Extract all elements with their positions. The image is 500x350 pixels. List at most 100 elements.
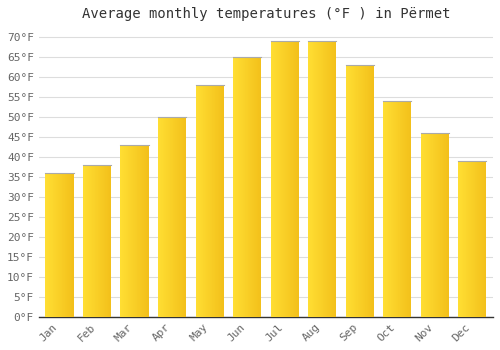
Bar <box>333 41 334 317</box>
Bar <box>235 57 236 317</box>
Bar <box>407 101 408 317</box>
Bar <box>134 145 135 317</box>
Bar <box>122 145 124 317</box>
Bar <box>352 65 353 317</box>
Bar <box>474 161 475 317</box>
Bar <box>430 133 431 317</box>
Bar <box>443 133 444 317</box>
Bar <box>137 145 138 317</box>
Bar <box>246 57 247 317</box>
Bar <box>213 85 214 317</box>
Bar <box>464 161 465 317</box>
Bar <box>89 165 90 317</box>
Bar <box>295 41 296 317</box>
Bar <box>288 41 289 317</box>
Bar <box>384 101 385 317</box>
Bar <box>284 41 286 317</box>
Bar <box>311 41 312 317</box>
Bar <box>252 57 253 317</box>
Bar <box>69 173 70 317</box>
Bar <box>354 65 356 317</box>
Bar <box>241 57 242 317</box>
Bar <box>243 57 244 317</box>
Bar <box>277 41 278 317</box>
Bar <box>250 57 251 317</box>
Bar <box>429 133 430 317</box>
Bar <box>96 165 97 317</box>
Bar <box>437 133 438 317</box>
Bar <box>370 65 371 317</box>
Bar <box>109 165 110 317</box>
Bar <box>234 57 235 317</box>
Bar <box>101 165 102 317</box>
Bar <box>214 85 215 317</box>
Bar <box>431 133 432 317</box>
Bar <box>54 173 55 317</box>
Bar <box>428 133 429 317</box>
Bar <box>132 145 133 317</box>
Bar <box>83 165 84 317</box>
Bar <box>361 65 362 317</box>
Bar <box>467 161 468 317</box>
Bar <box>68 173 69 317</box>
Bar <box>173 117 174 317</box>
Bar <box>108 165 109 317</box>
Bar <box>330 41 332 317</box>
Bar <box>100 165 101 317</box>
Bar <box>274 41 275 317</box>
Bar <box>185 117 186 317</box>
Bar <box>329 41 330 317</box>
Bar <box>127 145 128 317</box>
Bar <box>158 117 159 317</box>
Bar <box>168 117 170 317</box>
Bar <box>389 101 390 317</box>
Bar <box>278 41 279 317</box>
Bar <box>256 57 258 317</box>
Bar <box>328 41 329 317</box>
Bar <box>73 173 74 317</box>
Bar <box>335 41 336 317</box>
Bar <box>397 101 398 317</box>
Bar <box>349 65 350 317</box>
Bar <box>184 117 185 317</box>
Bar <box>357 65 358 317</box>
Bar <box>98 165 99 317</box>
Bar <box>47 173 48 317</box>
Bar <box>212 85 213 317</box>
Bar <box>92 165 93 317</box>
Bar <box>423 133 424 317</box>
Bar <box>351 65 352 317</box>
Bar <box>433 133 434 317</box>
Bar <box>322 41 323 317</box>
Bar <box>171 117 172 317</box>
Bar <box>317 41 318 317</box>
Bar <box>237 57 238 317</box>
Bar <box>159 117 160 317</box>
Bar <box>320 41 321 317</box>
Bar <box>220 85 221 317</box>
Bar <box>138 145 139 317</box>
Bar <box>367 65 368 317</box>
Bar <box>297 41 298 317</box>
Bar <box>46 173 47 317</box>
Bar <box>363 65 364 317</box>
Bar <box>99 165 100 317</box>
Bar <box>146 145 147 317</box>
Bar <box>133 145 134 317</box>
Bar <box>364 65 365 317</box>
Bar <box>50 173 51 317</box>
Bar <box>106 165 107 317</box>
Bar <box>448 133 449 317</box>
Bar <box>167 117 168 317</box>
Bar <box>334 41 335 317</box>
Bar <box>432 133 433 317</box>
Bar <box>393 101 394 317</box>
Bar <box>318 41 319 317</box>
Bar <box>215 85 216 317</box>
Bar <box>325 41 326 317</box>
Bar <box>105 165 106 317</box>
Bar <box>461 161 462 317</box>
Bar <box>326 41 328 317</box>
Bar <box>314 41 315 317</box>
Bar <box>458 161 459 317</box>
